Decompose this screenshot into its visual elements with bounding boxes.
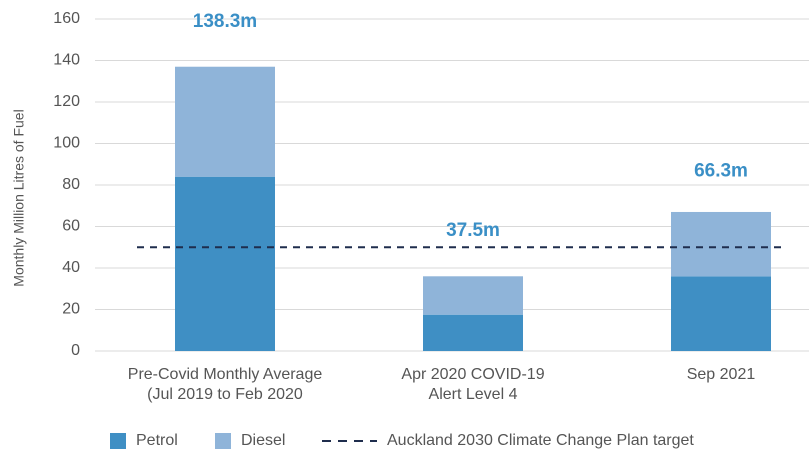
legend-swatch (215, 433, 231, 449)
bar-segment (671, 211, 771, 277)
y-tick-label: 20 (62, 301, 80, 318)
legend-swatch (110, 433, 126, 449)
y-axis-title: Monthly Million Litres of Fuel (11, 109, 27, 286)
y-tick-label: 60 (62, 218, 80, 235)
total-label: 66.3m (694, 160, 748, 181)
y-tick-label: 160 (53, 10, 80, 27)
y-tick-label: 80 (62, 176, 80, 193)
x-tick-label: Sep 2021 (687, 366, 756, 383)
bar-segment (175, 66, 275, 177)
x-tick-label: Apr 2020 COVID-19 (401, 366, 544, 383)
legend-label: Petrol (136, 432, 178, 449)
total-label: 37.5m (446, 220, 500, 241)
x-tick-label: (Jul 2019 to Feb 2020 (147, 386, 303, 403)
x-tick-label: Pre-Covid Monthly Average (128, 366, 323, 383)
y-tick-label: 0 (71, 342, 80, 359)
legend-label: Auckland 2030 Climate Change Plan target (387, 432, 694, 449)
total-label: 138.3m (193, 11, 257, 32)
y-tick-label: 140 (53, 52, 80, 69)
bar-segment (423, 276, 523, 315)
legend-label: Diesel (241, 432, 285, 449)
x-tick-label: Alert Level 4 (429, 386, 518, 403)
bar-segment (671, 276, 771, 351)
y-tick-label: 100 (53, 135, 80, 152)
bar-segment (423, 314, 523, 351)
y-tick-label: 120 (53, 93, 80, 110)
bar-segment (175, 176, 275, 351)
y-tick-label: 40 (62, 259, 80, 276)
